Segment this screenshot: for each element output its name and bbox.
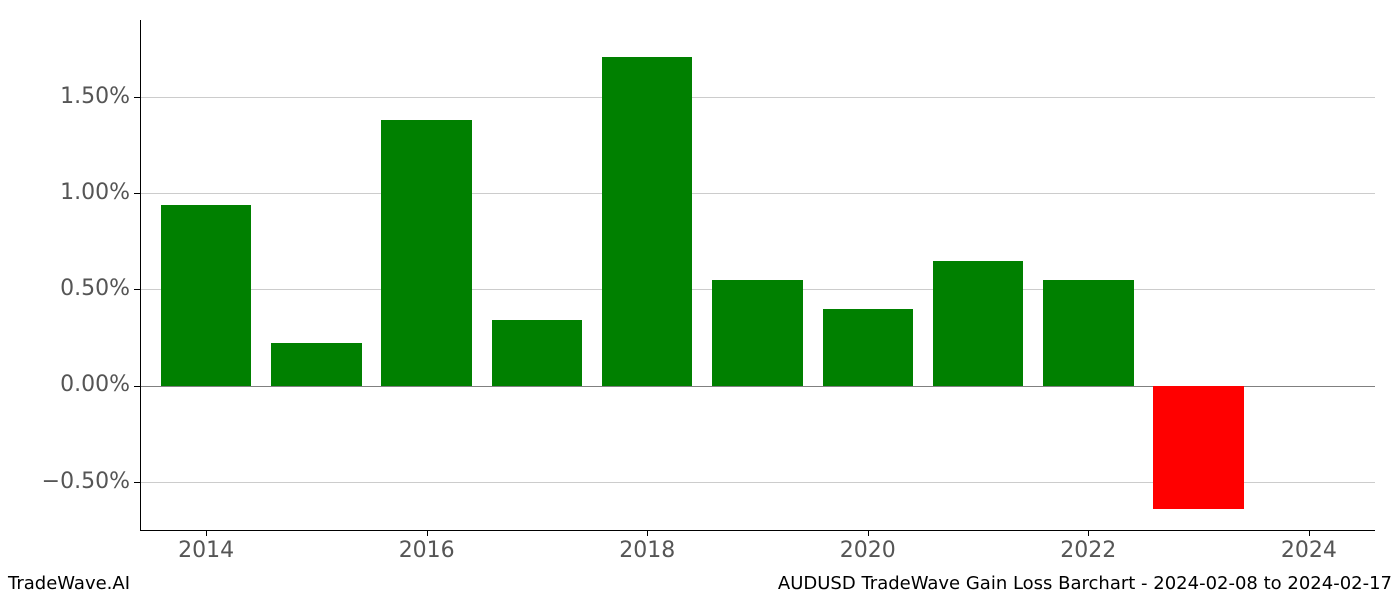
bar — [602, 57, 692, 386]
ytick-label: 0.50% — [60, 276, 130, 301]
xtick-label: 2018 — [619, 538, 675, 563]
bar — [712, 280, 802, 386]
ytick-label: 1.00% — [60, 180, 130, 205]
bar — [933, 261, 1023, 386]
bar — [271, 343, 361, 385]
bar — [823, 309, 913, 386]
ytick-label: 0.00% — [60, 372, 130, 397]
bar — [492, 320, 582, 385]
xtick-label: 2020 — [840, 538, 896, 563]
ytick-label: −0.50% — [42, 469, 130, 494]
bar — [381, 120, 471, 386]
plot-area — [140, 20, 1375, 530]
bar — [1153, 386, 1243, 509]
gridline — [140, 193, 1375, 194]
spine-bottom — [140, 530, 1375, 531]
bar — [1043, 280, 1133, 386]
gridline — [140, 97, 1375, 98]
footer-left-text: TradeWave.AI — [8, 573, 130, 594]
xtick-label: 2024 — [1281, 538, 1337, 563]
xtick-label: 2014 — [178, 538, 234, 563]
chart-figure: TradeWave.AI AUDUSD TradeWave Gain Loss … — [0, 0, 1400, 600]
xtick-label: 2016 — [399, 538, 455, 563]
ytick-label: 1.50% — [60, 84, 130, 109]
spine-left — [140, 20, 141, 530]
footer-right-text: AUDUSD TradeWave Gain Loss Barchart - 20… — [778, 573, 1392, 594]
bar — [161, 205, 251, 386]
xtick-label: 2022 — [1060, 538, 1116, 563]
